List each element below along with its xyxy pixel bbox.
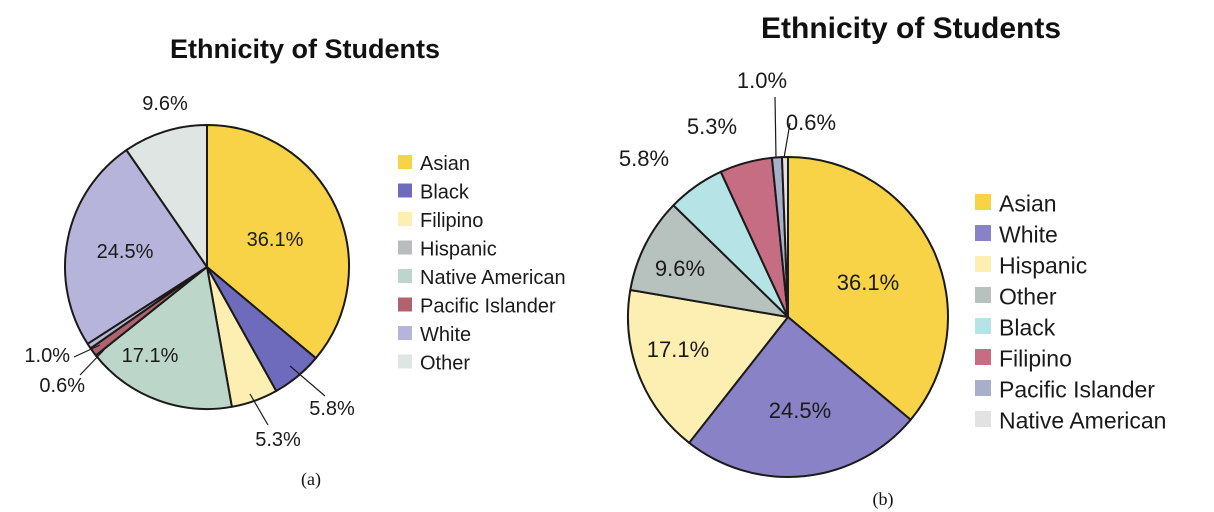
chart-a-legend-swatch-black bbox=[398, 183, 412, 198]
chart-b-legend-label-asian: Asian bbox=[999, 190, 1057, 216]
chart-b-data-label-4: 5.8% bbox=[619, 146, 669, 171]
chart-a-data-label-5: 1.0% bbox=[24, 345, 70, 367]
chart-a-legend-label-pacific-islander: Pacific Islander bbox=[420, 296, 556, 318]
chart-b-legend-swatch-other bbox=[975, 287, 991, 303]
chart-a-slice-white-7 bbox=[64, 149, 208, 345]
chart-a-leader-line-5 bbox=[73, 344, 101, 358]
chart-b-legend-swatch-white bbox=[975, 225, 991, 241]
chart-b-legend-label-other: Other bbox=[999, 283, 1057, 309]
chart-a-slices bbox=[64, 124, 350, 410]
chart-b-legend: Asian White Hispanic Other Black Filipino Paci… bbox=[975, 190, 1166, 433]
chart-b-data-label-6: 1.0% bbox=[737, 68, 787, 93]
chart-b-data-label-5: 5.3% bbox=[687, 114, 737, 139]
chart-a-legend-label-other: Other bbox=[420, 353, 470, 375]
chart-a-legend-label-native-american: Native American bbox=[420, 267, 566, 289]
pie-chart-a: Ethnicity of Students 36.1% 5.8% 5.3% 17.1%… bbox=[24, 34, 565, 490]
chart-b-legend-swatch-pacific-islander bbox=[975, 380, 991, 396]
chart-b-legend-swatch-filipino bbox=[975, 349, 991, 365]
chart-b-legend-label-hispanic: Hispanic bbox=[999, 252, 1087, 278]
chart-b-slice-white-1 bbox=[688, 316, 912, 478]
chart-a-legend-swatch-asian bbox=[398, 155, 412, 169]
chart-a-legend-swatch-other bbox=[398, 354, 412, 369]
chart-b-slice-other-3 bbox=[629, 204, 789, 318]
chart-a-slice-labels: 36.1% 5.8% 5.3% 17.1% 1.0% 0.6% 24.5% 9.6% bbox=[24, 93, 355, 451]
chart-b-legend-label-native-american: Native American bbox=[999, 407, 1166, 433]
chart-a-legend-label-filipino: Filipino bbox=[420, 210, 483, 232]
chart-a-data-label-6: 0.6% bbox=[39, 375, 85, 397]
chart-a-leader-line-2 bbox=[249, 393, 269, 426]
chart-b-title: Ethnicity of Students bbox=[761, 12, 1061, 45]
chart-b-legend-swatch-asian bbox=[975, 194, 991, 210]
chart-a-data-label-0: 36.1% bbox=[247, 229, 304, 251]
chart-b-legend-label-black: Black bbox=[999, 314, 1056, 340]
chart-a-caption: (a) bbox=[301, 469, 321, 490]
chart-a-legend-swatch-pacific-islander bbox=[398, 297, 412, 312]
chart-a-data-label-8: 9.6% bbox=[142, 93, 188, 115]
chart-a-legend-label-asian: Asian bbox=[420, 153, 470, 175]
chart-a-title: Ethnicity of Students bbox=[170, 34, 440, 64]
chart-a-legend-swatch-filipino bbox=[398, 212, 412, 226]
chart-b-slice-asian-0 bbox=[787, 156, 949, 421]
chart-a-slice-other-8 bbox=[125, 124, 208, 268]
chart-a-legend-swatch-white bbox=[398, 326, 412, 340]
chart-b-slice-native-american-7 bbox=[780, 155, 789, 318]
chart-a-slice-asian-0 bbox=[206, 124, 350, 360]
chart-b-slices bbox=[627, 155, 949, 478]
chart-b-data-label-1: 24.5% bbox=[769, 398, 831, 423]
chart-b-data-label-7: 0.6% bbox=[786, 110, 836, 135]
chart-a-leader-line-6 bbox=[79, 349, 105, 376]
chart-b-legend-label-white: White bbox=[999, 221, 1058, 247]
chart-a-data-label-1: 5.8% bbox=[309, 398, 355, 420]
chart-a-legend-swatch-hispanic bbox=[398, 240, 412, 255]
chart-a-slice-native-american-4 bbox=[94, 266, 233, 410]
chart-b-legend-swatch-black bbox=[975, 318, 991, 334]
chart-b-caption: (b) bbox=[873, 489, 894, 510]
chart-b-slice-labels: 36.1% 24.5% 17.1% 9.6% 5.8% 5.3%1.0% 0.6% bbox=[619, 68, 899, 423]
chart-a-leader-line-1 bbox=[289, 365, 326, 397]
chart-b-leader-line-7 bbox=[783, 122, 791, 159]
chart-a-data-label-7: 24.5% bbox=[97, 241, 154, 263]
chart-a-legend: Asian Black Filipino Hispanic Native America… bbox=[398, 153, 566, 375]
chart-a-data-label-4: 17.1% bbox=[122, 345, 179, 367]
chart-b-legend-label-filipino: Filipino bbox=[999, 345, 1072, 371]
chart-b-leader-line-6 bbox=[774, 96, 777, 159]
chart-b-legend-swatch-native-american bbox=[975, 411, 991, 427]
chart-b-slice-hispanic-2 bbox=[627, 288, 789, 444]
chart-a-legend-swatch-native-american bbox=[398, 269, 412, 283]
pie-chart-b: Ethnicity of Students 36.1% 24.5% 17.1% 9.6… bbox=[619, 12, 1167, 510]
chart-b-legend-swatch-hispanic bbox=[975, 256, 991, 272]
chart-a-legend-label-white: White bbox=[420, 324, 471, 346]
chart-a-data-label-2: 5.3% bbox=[255, 429, 301, 451]
chart-a-legend-label-hispanic: Hispanic bbox=[420, 239, 497, 261]
chart-b-legend-label-pacific-islander: Pacific Islander bbox=[999, 376, 1155, 402]
chart-b-data-label-3: 9.6% bbox=[655, 256, 705, 281]
chart-a-legend-label-black: Black bbox=[420, 182, 470, 204]
chart-b-data-label-0: 36.1% bbox=[837, 270, 899, 295]
chart-b-data-label-2: 17.1% bbox=[647, 337, 709, 362]
